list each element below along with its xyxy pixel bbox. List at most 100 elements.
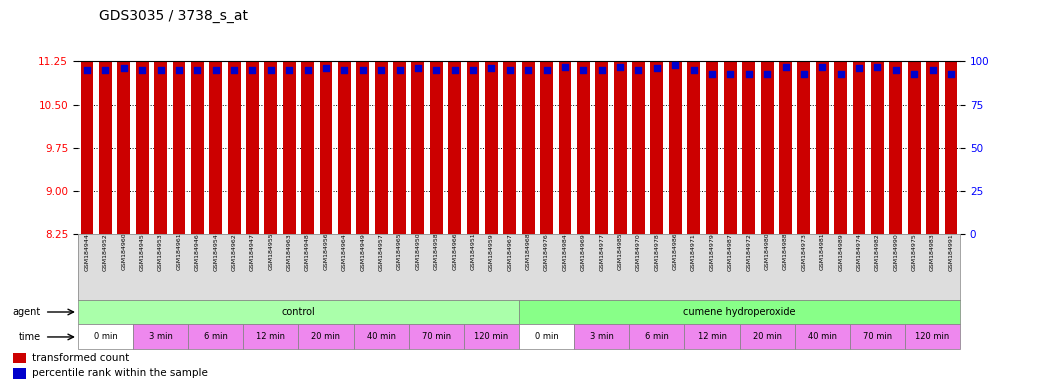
Point [906,70,923,76]
Text: 12 min: 12 min [698,333,727,341]
Bar [172,0,186,234]
Bar [227,149,241,384]
Text: 20 min: 20 min [311,333,340,341]
Bar [136,179,148,384]
Bar [375,0,387,234]
Point [520,67,537,73]
Bar [780,148,792,384]
Bar [816,0,828,234]
Point [318,65,334,71]
Bar [464,324,519,349]
Bar [835,154,847,384]
Bar [282,143,296,384]
Text: 70 min: 70 min [863,333,892,341]
Point [740,70,757,76]
Point [98,67,114,73]
Bar [191,170,203,384]
Bar [172,146,186,384]
Bar [797,0,811,234]
Bar [154,0,167,234]
Bar [117,0,130,234]
Bar [613,155,627,384]
Bar [577,0,590,234]
Text: 6 min: 6 min [203,333,227,341]
Bar [485,0,498,234]
Bar [522,0,535,234]
Bar [629,324,684,349]
Point [539,67,555,73]
Bar [393,0,406,234]
Point [887,67,904,73]
Bar [723,0,737,234]
Bar [503,0,516,234]
Bar [227,0,241,234]
Text: agent: agent [12,307,42,317]
Bar [210,151,222,384]
Point [777,63,794,70]
Bar [852,0,866,234]
Bar [338,0,351,234]
Text: 70 min: 70 min [421,333,450,341]
Bar [558,143,571,384]
Bar [780,0,792,234]
Bar [684,324,739,349]
Bar [908,148,921,384]
Text: time: time [19,332,42,342]
Point [924,67,940,73]
Text: cumene hydroperoxide: cumene hydroperoxide [683,307,796,317]
Point [722,70,739,76]
Point [428,67,444,73]
Point [611,63,628,70]
Bar [320,154,332,384]
Bar [595,0,608,234]
Bar [668,0,682,234]
Bar [265,151,277,384]
Bar [354,324,409,349]
Bar [632,154,645,384]
Text: 6 min: 6 min [645,333,668,341]
Text: 40 min: 40 min [366,333,395,341]
Bar [908,0,921,234]
Bar [519,300,960,324]
Bar [467,187,480,384]
Text: 120 min: 120 min [916,333,950,341]
Bar [850,324,905,349]
Bar [905,324,960,349]
Bar [99,0,112,234]
Bar [246,0,258,234]
Point [281,67,298,73]
Point [649,65,665,71]
Text: 3 min: 3 min [590,333,613,341]
Point [299,67,316,73]
Bar [320,0,332,234]
Bar [651,154,663,384]
Bar [409,324,464,349]
Point [667,62,684,68]
Bar [246,152,258,384]
Point [483,65,499,71]
Point [465,67,482,73]
Point [354,67,371,73]
Bar [338,143,351,384]
Bar [668,109,682,384]
Point [134,67,151,73]
Bar [519,324,574,349]
Text: 20 min: 20 min [753,333,782,341]
Bar [651,0,663,234]
Bar [852,96,866,384]
Bar [356,0,370,234]
Point [373,67,389,73]
Point [208,67,224,73]
Bar [558,0,571,234]
Bar [188,324,243,349]
Bar [595,142,608,384]
Point [226,67,243,73]
Bar [890,0,902,234]
Bar [871,102,884,384]
Point [575,67,592,73]
Bar [503,187,516,384]
Point [79,67,95,73]
Text: control: control [281,307,316,317]
Point [630,67,647,73]
Bar [871,0,884,234]
